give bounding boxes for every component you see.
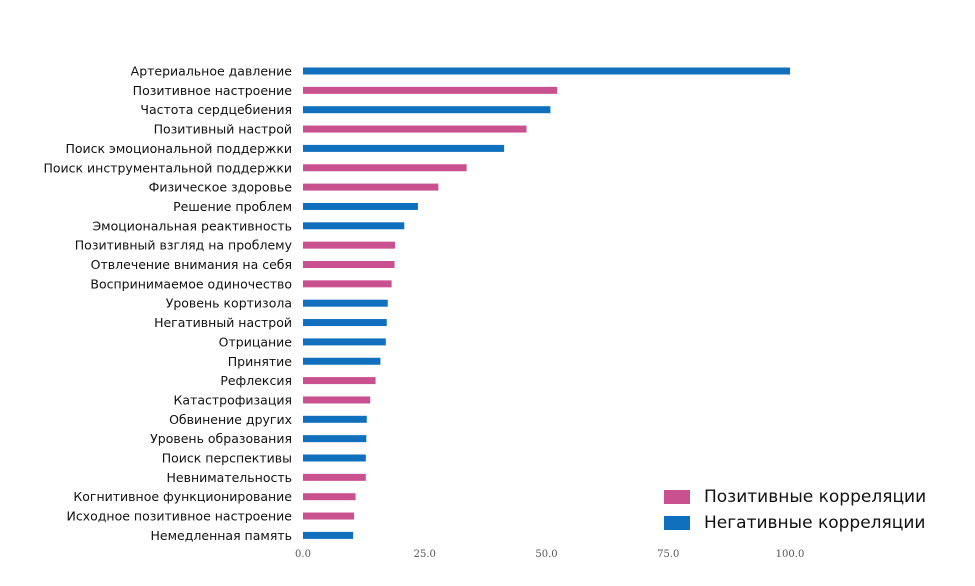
category-label: Невнимательность	[166, 470, 292, 485]
category-label: Принятие	[228, 354, 293, 369]
legend: Позитивные корреляции Негативные корреля…	[664, 484, 926, 536]
bar-positive	[303, 493, 356, 501]
bar-negative	[303, 144, 505, 152]
bars	[303, 67, 790, 539]
bar-negative	[303, 106, 551, 114]
x-tick-label: 50.0	[535, 549, 557, 560]
bar-positive	[303, 241, 396, 249]
legend-swatch-positive	[664, 490, 690, 504]
category-label: Поиск эмоциональной поддержки	[65, 141, 292, 156]
legend-label-positive: Позитивные корреляции	[704, 487, 927, 507]
category-label: Катастрофизация	[174, 392, 292, 407]
bar-negative	[303, 299, 388, 307]
bar-positive	[303, 164, 467, 172]
x-axis-ticks: 0.0 25.0 50.0 75.0 100.0	[295, 549, 804, 560]
legend-swatch-negative	[664, 516, 690, 530]
category-label: Исходное позитивное настроение	[67, 509, 293, 524]
bar-positive	[303, 396, 371, 404]
category-label: Уровень образования	[150, 431, 292, 446]
x-tick-label: 25.0	[414, 549, 436, 560]
bar-positive	[303, 261, 395, 268]
bar-positive	[303, 183, 439, 191]
bar-negative	[303, 67, 790, 75]
x-tick-label: 0.0	[295, 549, 311, 560]
category-label: Отвлечение внимания на себя	[91, 257, 292, 272]
category-label: Поиск инструментальной поддержки	[43, 160, 292, 175]
bar-positive	[303, 473, 366, 481]
legend-label-negative: Негативные корреляции	[704, 513, 926, 533]
category-label: Позитивный настрой	[154, 122, 292, 137]
bar-negative	[303, 454, 366, 462]
category-label: Частота сердцебиения	[140, 102, 292, 117]
category-label: Отрицание	[219, 334, 293, 349]
bar-positive	[303, 125, 527, 133]
category-label: Физическое здоровье	[149, 180, 293, 195]
category-label: Поиск перспективы	[162, 451, 292, 466]
bar-positive	[303, 512, 355, 520]
category-label: Решение проблем	[173, 199, 292, 214]
category-label: Уровень кортизола	[166, 296, 292, 311]
category-label: Когнитивное функционирование	[73, 489, 292, 504]
category-label: Эмоциональная реактивность	[92, 218, 292, 233]
bar-negative	[303, 415, 367, 423]
bar-negative	[303, 202, 418, 210]
category-label: Позитивное настроение	[133, 83, 293, 98]
bar-positive	[303, 86, 558, 94]
legend-item-negative: Негативные корреляции	[664, 510, 926, 536]
bar-negative	[303, 435, 367, 443]
legend-item-positive: Позитивные корреляции	[664, 484, 926, 510]
category-labels: Артериальное давление Позитивное настроен…	[43, 64, 292, 543]
bar-negative	[303, 338, 386, 346]
bar-positive	[303, 377, 376, 385]
bar-negative	[303, 319, 387, 327]
bar-negative	[303, 531, 354, 539]
x-tick-label: 100.0	[776, 549, 805, 560]
x-tick-label: 75.0	[657, 549, 679, 560]
bar-positive	[303, 280, 392, 288]
category-label: Позитивный взгляд на проблему	[75, 238, 293, 253]
category-label: Артериальное давление	[131, 64, 293, 79]
category-label: Воспринимаемое одиночество	[90, 276, 292, 291]
category-label: Негативный настрой	[154, 315, 292, 330]
category-label: Немедленная память	[151, 528, 292, 543]
bar-negative	[303, 357, 381, 365]
category-label: Рефлексия	[220, 373, 292, 388]
category-label: Обвинение других	[169, 412, 292, 427]
bar-negative	[303, 222, 405, 230]
